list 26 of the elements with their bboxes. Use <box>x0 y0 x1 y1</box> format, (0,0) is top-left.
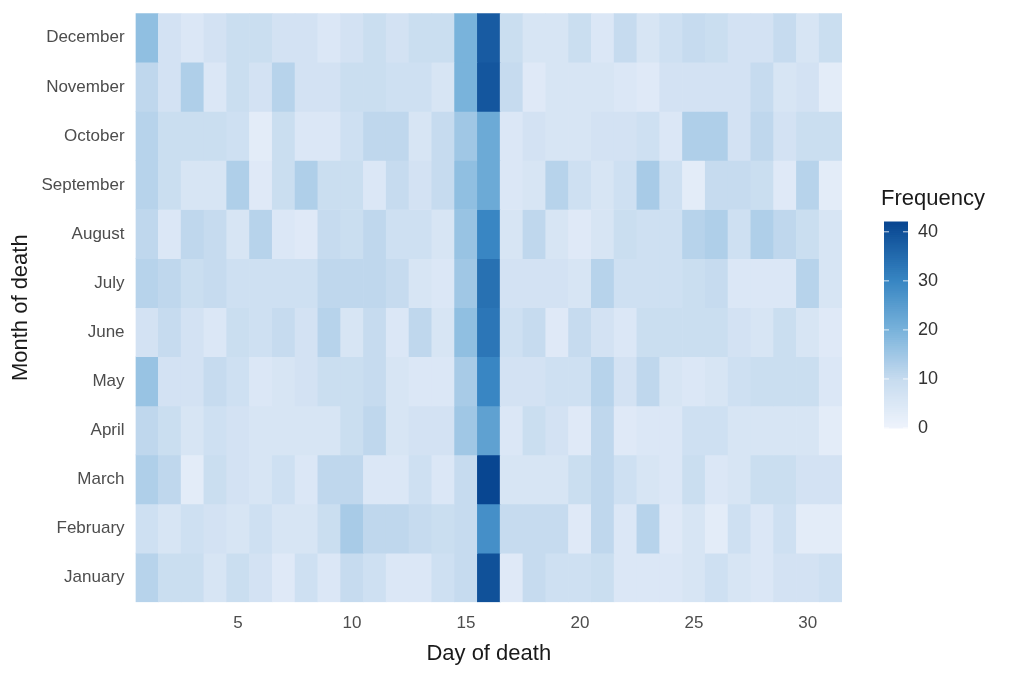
x-tick-label: 30 <box>798 613 818 633</box>
color-bar-title: Frequency <box>881 185 985 210</box>
x-tick-label: 15 <box>456 613 476 633</box>
y-tick-label: April <box>90 420 125 440</box>
color-bar-label: 0 <box>918 416 929 437</box>
x-tick-label: 10 <box>342 613 362 633</box>
y-tick-label: January <box>64 567 126 587</box>
x-tick-label: 25 <box>684 613 704 633</box>
y-tick-label: November <box>46 76 125 96</box>
color-bar-label: 40 <box>918 220 939 241</box>
color-bar-label: 20 <box>918 318 939 339</box>
y-tick-label: June <box>87 321 125 341</box>
y-tick-label: September <box>41 174 125 194</box>
y-tick-label: March <box>77 469 125 489</box>
y-axis-title: Month of death <box>7 234 33 382</box>
color-bar-label: 30 <box>918 269 939 290</box>
x-tick-label: 20 <box>570 613 590 633</box>
color-bar-label: 10 <box>918 367 939 388</box>
y-tick-label: August <box>71 223 125 243</box>
x-tick-label: 5 <box>233 613 243 633</box>
y-tick-label: May <box>92 371 126 391</box>
y-tick-label: October <box>64 125 125 145</box>
y-tick-label: December <box>46 27 125 47</box>
y-tick-label: July <box>94 272 126 292</box>
y-tick-label: February <box>56 518 126 538</box>
x-axis-title: Day of death <box>426 639 552 665</box>
